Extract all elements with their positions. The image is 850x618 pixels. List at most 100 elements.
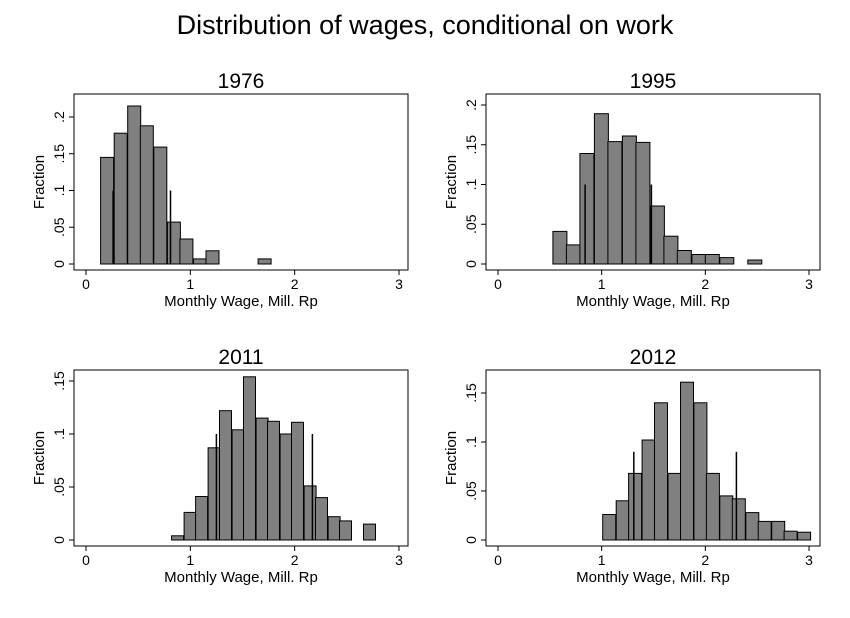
x-tick-label: 0: [82, 276, 90, 292]
y-tick-label: .15: [51, 144, 67, 164]
histogram-bar: [363, 523, 376, 541]
x-tick-label: 3: [395, 276, 403, 292]
histogram-bar: [615, 500, 630, 541]
histogram-bar: [579, 153, 595, 265]
histogram-bar: [607, 141, 623, 265]
histogram-bar: [243, 376, 256, 541]
x-tick-label: 2: [291, 552, 299, 568]
histogram-bar: [113, 132, 128, 265]
histogram-bar: [565, 244, 581, 265]
x-tick-label: 3: [805, 276, 813, 292]
histogram-bar: [207, 447, 221, 541]
y-tick-label: 0: [463, 260, 479, 268]
histogram-bar: [771, 520, 786, 541]
panel-title: 2011: [218, 346, 263, 369]
y-tick-label: .1: [463, 436, 479, 448]
histogram-bar: [100, 156, 115, 265]
x-axis-label: Monthly Wage, Mill. Rp: [576, 293, 730, 310]
x-tick-label: 0: [494, 552, 502, 568]
panel-title: 1995: [630, 70, 677, 93]
histogram-bar: [279, 433, 293, 541]
y-tick-label: 0: [463, 536, 479, 544]
x-tick-label: 2: [701, 552, 709, 568]
histogram-bar: [153, 146, 168, 265]
histogram-bar: [667, 472, 682, 541]
histogram-bar: [179, 238, 194, 265]
x-axis-label: Monthly Wage, Mill. Rp: [164, 293, 318, 310]
y-tick-label: .1: [51, 184, 67, 196]
x-axis-label: Monthly Wage, Mill. Rp: [576, 569, 730, 586]
x-tick-label: 3: [395, 552, 403, 568]
histogram-bar: [654, 402, 668, 541]
plot-frame: [485, 369, 821, 547]
histogram-bar: [219, 410, 232, 541]
x-tick-label: 2: [291, 276, 299, 292]
y-tick-label: .1: [463, 178, 479, 190]
histogram-bar: [205, 250, 220, 265]
histogram-bar: [691, 254, 707, 265]
y-axis-label: Fraction: [31, 431, 48, 485]
histogram-bar: [139, 125, 154, 265]
plot-frame: [73, 369, 409, 547]
x-axis-label: Monthly Wage, Mill. Rp: [164, 569, 318, 586]
histogram-bar: [747, 259, 763, 265]
y-tick-label: .05: [463, 481, 479, 501]
histogram-bar: [704, 254, 720, 265]
histogram-bar: [195, 496, 209, 541]
panel-title: 1976: [218, 70, 265, 93]
histogram-bar: [797, 531, 812, 541]
x-tick-label: 1: [598, 552, 606, 568]
histogram-bar: [745, 512, 760, 541]
histogram-bar: [127, 105, 142, 265]
histogram-bar: [719, 495, 734, 541]
histogram-bar: [641, 439, 656, 541]
y-axis-label: Fraction: [443, 155, 460, 209]
histogram-bar: [676, 250, 692, 265]
histogram-bar: [719, 257, 735, 265]
panel-title: 2012: [630, 346, 677, 369]
x-tick-label: 3: [805, 552, 813, 568]
y-tick-label: .05: [51, 477, 67, 497]
y-tick-label: .2: [51, 111, 67, 123]
histogram-bar: [291, 421, 304, 541]
histogram-bar: [327, 516, 341, 541]
histogram-bar: [552, 230, 568, 265]
histogram-bar: [783, 530, 798, 541]
plot-frame: [485, 93, 821, 271]
histogram-bar: [602, 514, 617, 541]
histogram-bar: [593, 113, 609, 265]
y-tick-label: .05: [51, 217, 67, 237]
histogram-bar: [193, 258, 207, 265]
plot-frame: [73, 93, 409, 271]
histogram-bar: [663, 235, 679, 265]
y-tick-label: 0: [51, 260, 67, 268]
y-tick-label: .15: [463, 135, 479, 155]
x-tick-label: 1: [598, 276, 606, 292]
y-tick-label: .1: [51, 428, 67, 440]
y-tick-label: 0: [51, 536, 67, 544]
histogram-bar: [183, 511, 197, 541]
y-tick-label: .15: [463, 383, 479, 403]
x-tick-label: 0: [82, 552, 90, 568]
histogram-bar: [628, 472, 643, 541]
x-tick-label: 1: [186, 552, 194, 568]
y-tick-label: .15: [51, 371, 67, 391]
histogram-bar: [757, 520, 772, 541]
histogram-bar: [339, 520, 352, 541]
histogram-bar: [649, 205, 665, 265]
histogram-bar: [635, 141, 651, 265]
histogram-bar: [680, 381, 694, 541]
histogram-bar: [257, 258, 272, 265]
histogram-bar: [693, 402, 708, 541]
y-tick-label: .2: [463, 99, 479, 111]
histogram-bar: [705, 472, 720, 541]
y-tick-label: .05: [463, 214, 479, 234]
histogram-bar: [231, 429, 245, 541]
histogram-bar: [731, 498, 746, 541]
histogram-bar: [621, 135, 637, 265]
x-tick-label: 0: [494, 276, 502, 292]
y-axis-label: Fraction: [31, 155, 48, 209]
histogram-bar: [166, 221, 181, 265]
figure-title: Distribution of wages, conditional on wo…: [176, 10, 674, 40]
